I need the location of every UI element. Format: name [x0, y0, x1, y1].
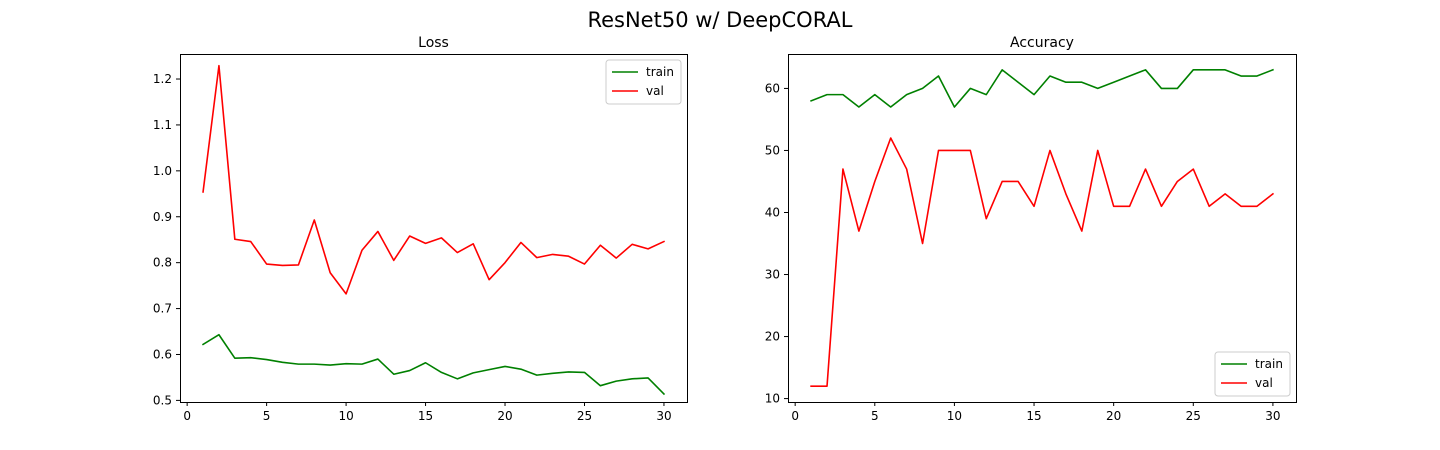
loss-y-tick-label: 1.2 [153, 72, 172, 86]
loss-legend-label-train: train [646, 65, 674, 79]
loss-x-tick-label: 5 [263, 409, 271, 423]
loss-x-tick-label: 20 [497, 409, 512, 423]
accuracy-x-tick-label: 30 [1265, 409, 1280, 423]
loss-legend-box [605, 59, 682, 105]
accuracy-x-tick-label: 10 [947, 409, 962, 423]
loss-series-train-line [201, 333, 666, 396]
accuracy-x-tick-label: 20 [1106, 409, 1121, 423]
accuracy-legend-label-val: val [1255, 376, 1273, 390]
loss-chart-title: Loss [418, 35, 449, 51]
loss-y-tick-label: 0.9 [153, 210, 172, 224]
accuracy-axes-frame [788, 54, 1297, 403]
accuracy-legend-label-train: train [1255, 357, 1283, 371]
loss-x-tick-label: 30 [656, 409, 671, 423]
loss-x-tick-label: 15 [418, 409, 433, 423]
accuracy-chart-title: Accuracy [1010, 35, 1074, 51]
loss-x-tick-label: 25 [577, 409, 592, 423]
accuracy-x-tick-label: 5 [871, 409, 879, 423]
loss-y-tick-label: 0.5 [153, 393, 172, 407]
loss-y-tick-label: 0.8 [153, 256, 172, 270]
loss-y-tick-label: 0.7 [153, 302, 172, 316]
loss-axes-frame [180, 54, 688, 403]
accuracy-y-tick-label: 30 [765, 268, 780, 282]
accuracy-legend: train val [1214, 351, 1291, 397]
loss-x-tick-label: 0 [183, 409, 191, 423]
accuracy-series-train-line [810, 68, 1274, 108]
loss-series-val-line [202, 64, 666, 295]
figure-suptitle: ResNet50 w/ DeepCORAL [587, 8, 852, 32]
accuracy-series-val-line [810, 137, 1275, 387]
loss-y-tick-label: 1.1 [153, 118, 172, 132]
accuracy-x-tick-label: 15 [1026, 409, 1041, 423]
accuracy-y-tick-label: 50 [765, 143, 780, 157]
loss-chart: Loss 0 5 10 15 20 25 30 0.5 0.6 0.7 0.8 0.9 1.0 1.1 1.2… [153, 35, 688, 423]
loss-legend-label-val: val [646, 84, 664, 98]
loss-legend: train val [605, 59, 682, 105]
loss-x-tick-label: 10 [338, 409, 353, 423]
loss-y-tick-label: 1.0 [153, 164, 172, 178]
loss-y-tick-label: 0.6 [153, 347, 172, 361]
accuracy-chart: Accuracy 0 5 10 15 20 25 30 10 20 30 40 50 60 train val [765, 35, 1297, 423]
accuracy-x-tick-label: 25 [1186, 409, 1201, 423]
accuracy-y-tick-label: 60 [765, 81, 780, 95]
accuracy-y-tick-label: 20 [765, 330, 780, 344]
accuracy-y-tick-label: 10 [765, 392, 780, 406]
accuracy-legend-box [1214, 351, 1291, 397]
accuracy-x-tick-label: 0 [791, 409, 799, 423]
accuracy-y-tick-label: 40 [765, 205, 780, 219]
